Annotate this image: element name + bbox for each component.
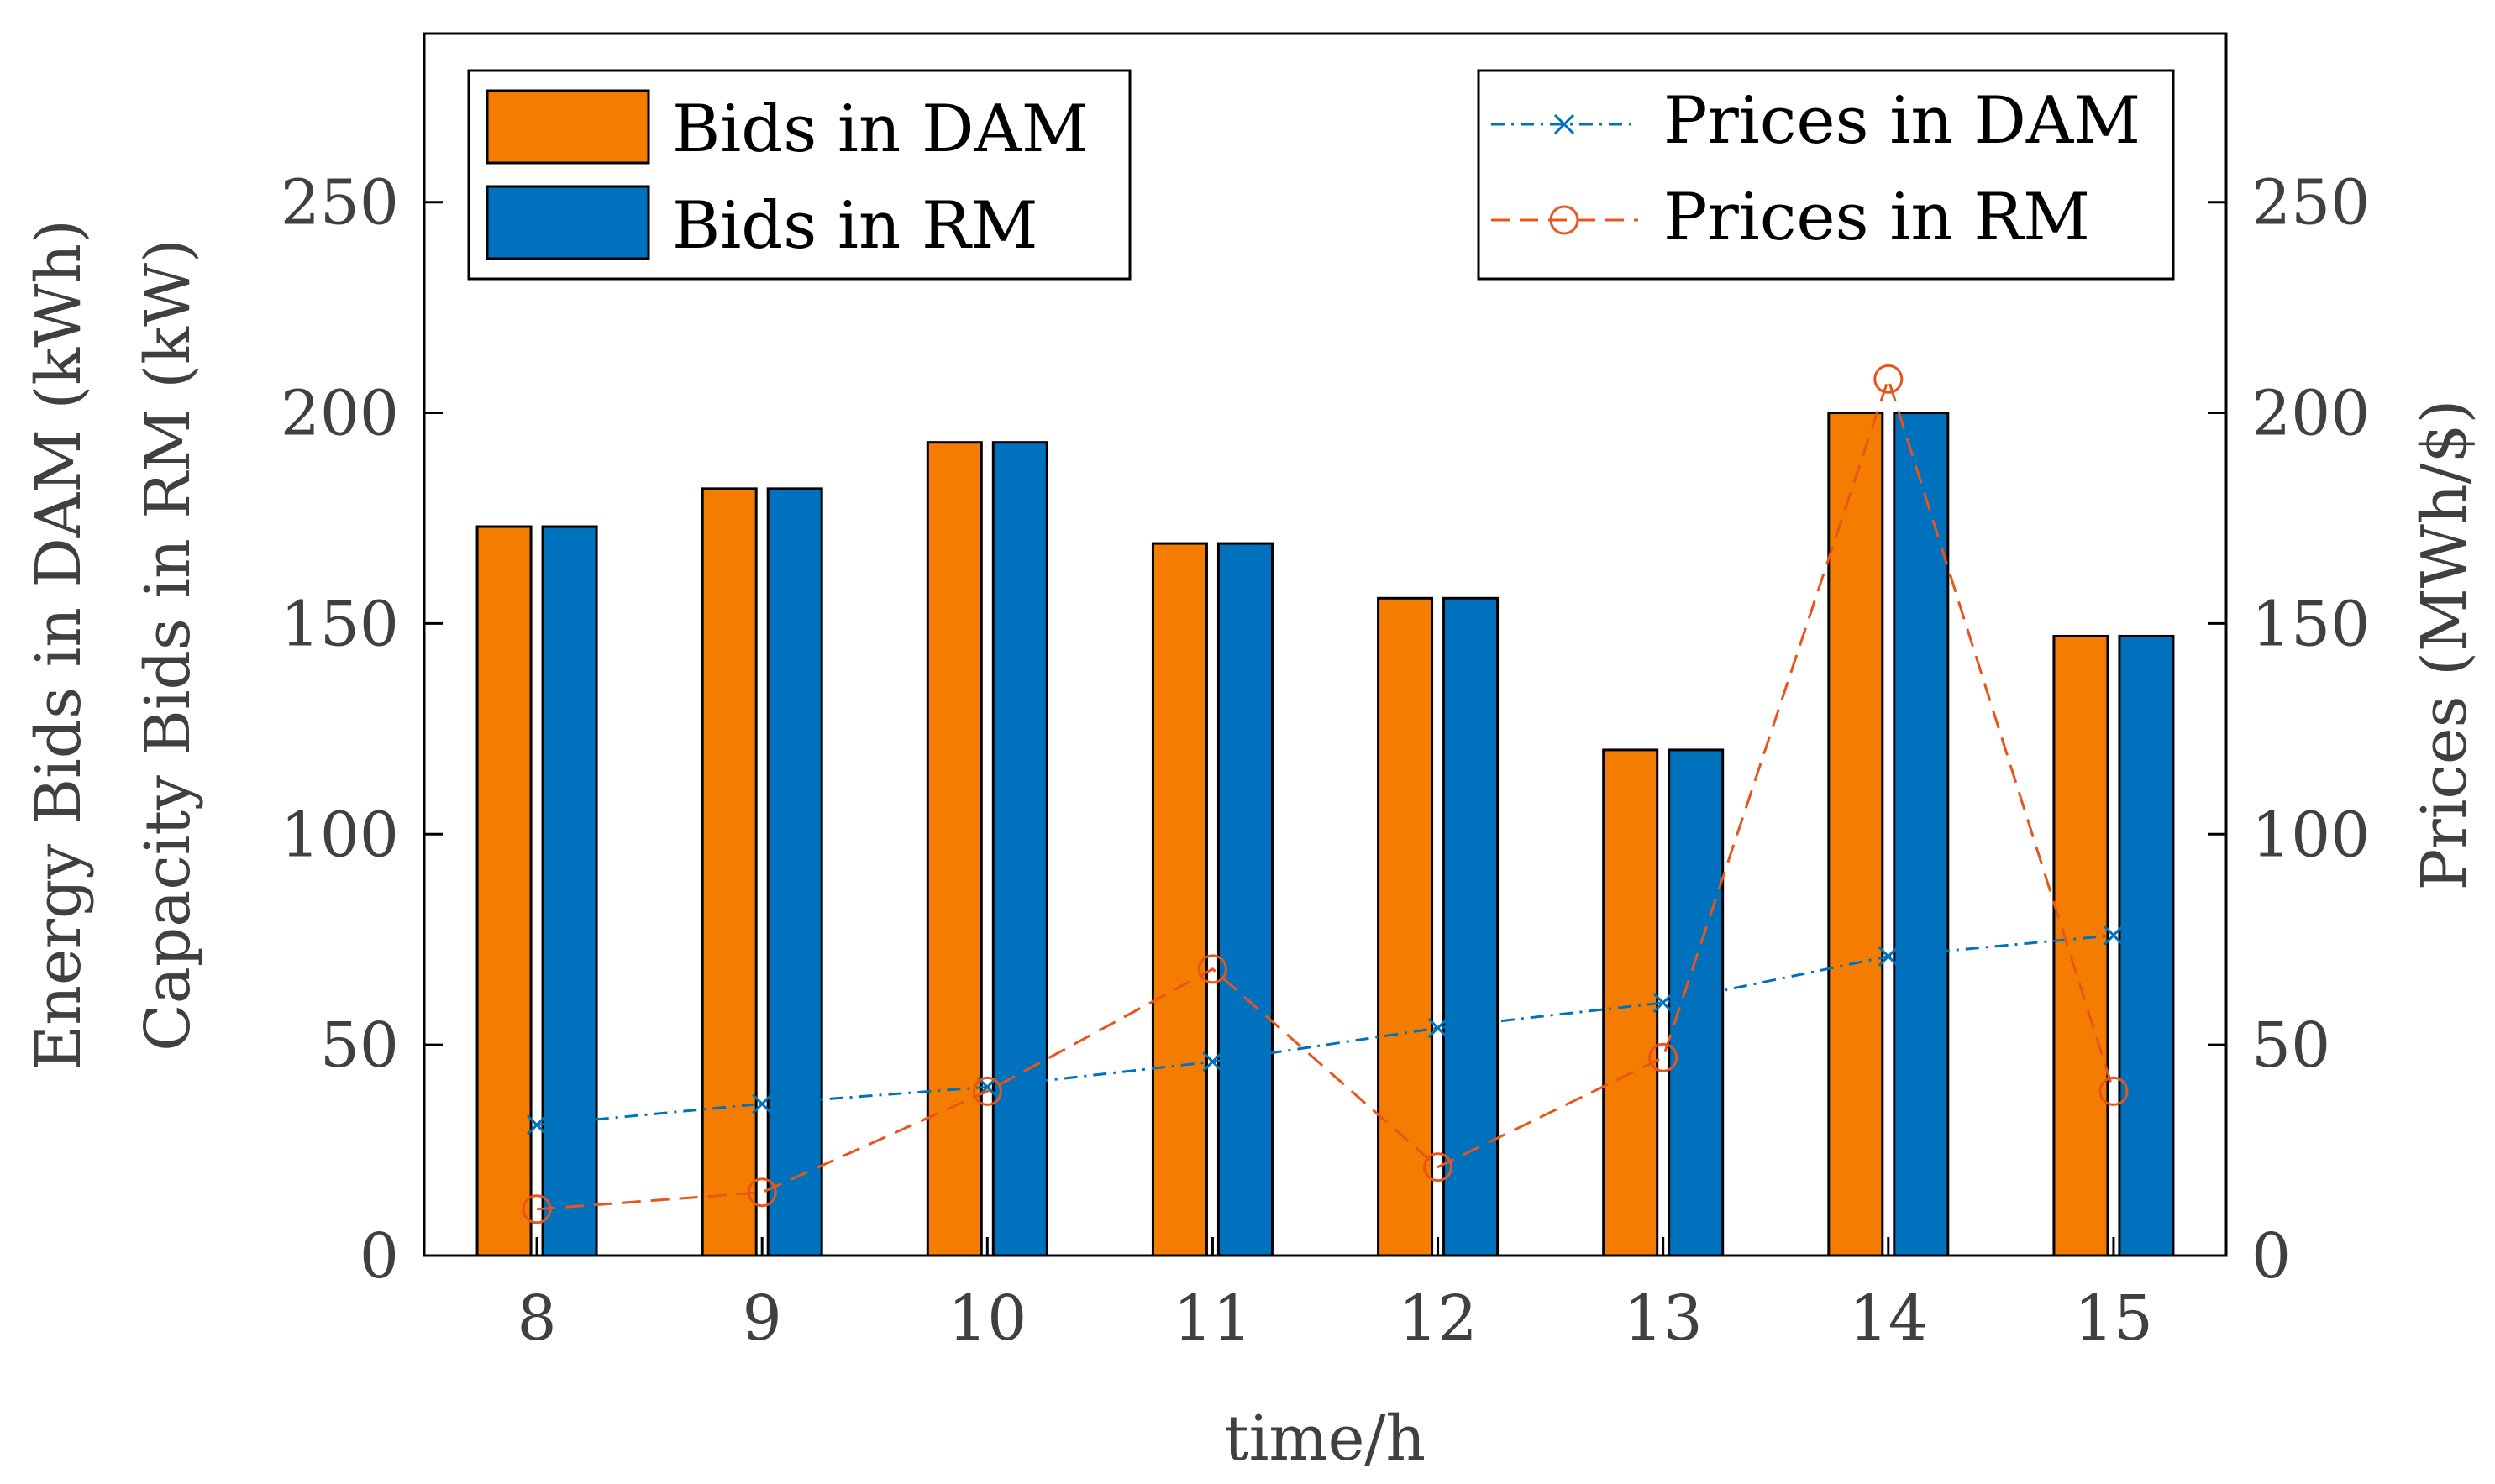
y-axis-label-left-2: Capacity Bids in RM (kW) (132, 239, 204, 1051)
y-axis-label-left-1: Energy Bids in DAM (kWh) (23, 219, 95, 1071)
marker-prices-dam-11 (1202, 1051, 1223, 1072)
y-tick-label-left-0: 0 (360, 1220, 399, 1293)
y-tick-label-left-50: 50 (320, 1009, 399, 1082)
marker-prices-rm-15 (2098, 1076, 2129, 1106)
x-tick-label-8: 8 (517, 1282, 557, 1355)
marker-prices-rm-8 (522, 1194, 552, 1224)
bar-dam-12 (1377, 596, 1434, 1257)
x-tick-label-15: 15 (2074, 1282, 2153, 1355)
bar-dam-10 (926, 441, 983, 1257)
line-prices-rm (536, 375, 2115, 1211)
x-tick-label-10: 10 (948, 1282, 1027, 1355)
bar-dam-13 (1602, 748, 1659, 1257)
y-tick-label-left-250: 250 (281, 167, 399, 239)
legend-marker-prices-rm (1549, 205, 1579, 235)
plot-frame (423, 32, 2228, 1257)
line-prices-dam (536, 934, 2114, 1126)
marker-prices-rm-13 (1648, 1042, 1678, 1072)
marker-prices-dam-14 (1878, 946, 1899, 967)
legend-label-prices-dam: Prices in DAM (1663, 83, 2140, 159)
x-tick-label-13: 13 (1624, 1282, 1703, 1355)
marker-prices-dam-8 (527, 1114, 548, 1135)
bar-dam-15 (2052, 634, 2109, 1257)
x-axis-label: time/h (1224, 1403, 1426, 1475)
legend-bars: Bids in DAM Bids in RM (467, 69, 1132, 281)
marker-prices-dam-13 (1652, 992, 1673, 1014)
legend-lines-box (1477, 69, 2175, 281)
legend-marker-prices-dam (1553, 113, 1575, 135)
x-tick-label-12: 12 (1398, 1282, 1477, 1355)
legend-swatch-bids-rm (486, 185, 650, 260)
x-tick-label-11: 11 (1173, 1282, 1252, 1355)
bar-rm-9 (766, 487, 823, 1257)
bars-layer (475, 412, 2175, 1257)
legend-swatch-bids-dam (486, 89, 650, 165)
legend-lines: Prices in DAM Prices in RM (1477, 69, 2175, 281)
bar-rm-11 (1216, 542, 1274, 1257)
marker-prices-rm-9 (747, 1177, 777, 1208)
bar-rm-12 (1442, 596, 1500, 1257)
bar-dam-8 (475, 525, 533, 1257)
lines-layer (522, 364, 2129, 1224)
y-tick-label-left-100: 100 (281, 799, 399, 871)
y-tick-label-right-100: 100 (2251, 799, 2370, 871)
y-axis-label-right: Prices (MWh/$) (2408, 400, 2481, 891)
bar-rm-13 (1668, 748, 1725, 1257)
y-tick-label-right-150: 150 (2251, 588, 2370, 660)
legend-label-bids-rm: Bids in RM (672, 188, 1038, 264)
y-tick-label-left-150: 150 (281, 588, 399, 660)
marker-prices-dam-12 (1427, 1018, 1448, 1039)
x-tick-label-9: 9 (743, 1282, 782, 1355)
bar-dam-14 (1827, 412, 1884, 1257)
x-tick-label-14: 14 (1849, 1282, 1928, 1355)
bar-rm-10 (991, 441, 1048, 1257)
bar-rm-15 (2118, 634, 2175, 1257)
bar-dam-9 (701, 487, 758, 1257)
legend-label-prices-rm: Prices in RM (1663, 180, 2090, 255)
marker-prices-dam-15 (2103, 925, 2124, 946)
y-tick-label-right-50: 50 (2251, 1009, 2330, 1082)
y-tick-label-right-250: 250 (2251, 167, 2370, 239)
marker-prices-rm-14 (1873, 364, 1904, 394)
y-tick-label-right-200: 200 (2251, 378, 2370, 450)
marker-prices-rm-10 (972, 1076, 1002, 1106)
y-tick-label-right-0: 0 (2251, 1220, 2291, 1293)
ticks-layer: 0 50 100 150 200 250 0 50 100 150 200 250 8 9 10 11 12 13… (281, 167, 2371, 1355)
marker-prices-rm-11 (1197, 954, 1227, 984)
bar-rm-8 (541, 525, 598, 1257)
y-tick-label-left-200: 200 (281, 378, 399, 450)
legend-label-bids-dam: Bids in DAM (672, 92, 1089, 167)
marker-prices-rm-12 (1423, 1152, 1453, 1182)
marker-prices-dam-9 (752, 1093, 773, 1114)
bar-dam-11 (1151, 542, 1208, 1257)
bar-rm-14 (1893, 412, 1950, 1257)
